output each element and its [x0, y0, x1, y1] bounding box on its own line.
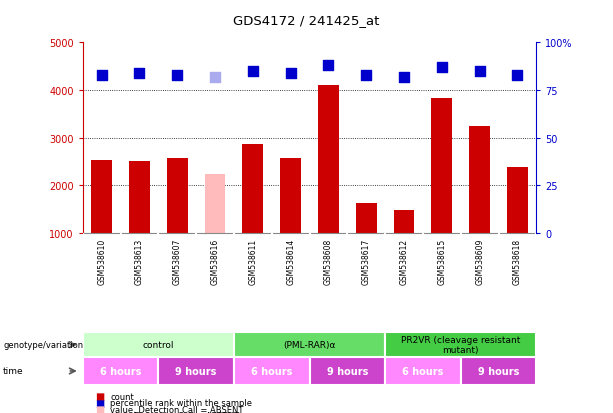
Text: genotype/variation: genotype/variation — [3, 340, 83, 349]
Text: GSM538617: GSM538617 — [362, 238, 371, 285]
Point — [475, 69, 485, 75]
Point — [248, 69, 257, 75]
Bar — [280, 159, 301, 233]
Text: GSM538616: GSM538616 — [210, 238, 219, 285]
Text: GSM538611: GSM538611 — [248, 238, 257, 284]
Bar — [83, 357, 158, 385]
Text: 9 hours: 9 hours — [327, 366, 368, 376]
Point — [361, 72, 371, 79]
Point — [286, 71, 295, 77]
Text: percentile rank within the sample: percentile rank within the sample — [110, 398, 253, 407]
Bar — [318, 86, 339, 233]
Text: PR2VR (cleavage resistant
mutant): PR2VR (cleavage resistant mutant) — [401, 335, 520, 354]
Text: (PML-RAR)α: (PML-RAR)α — [283, 340, 336, 349]
Bar — [470, 127, 490, 233]
Text: 9 hours: 9 hours — [478, 366, 519, 376]
Bar — [129, 161, 150, 233]
Bar — [385, 357, 461, 385]
Text: GSM538615: GSM538615 — [437, 238, 446, 285]
Text: 9 hours: 9 hours — [175, 366, 217, 376]
Point — [134, 71, 145, 77]
Point — [172, 72, 182, 79]
Text: 6 hours: 6 hours — [100, 366, 141, 376]
Bar — [385, 332, 536, 357]
Point — [512, 72, 522, 79]
Point — [399, 74, 409, 81]
Text: time: time — [3, 367, 24, 375]
Text: GSM538608: GSM538608 — [324, 238, 333, 285]
Text: GSM538614: GSM538614 — [286, 238, 295, 285]
Text: GSM538618: GSM538618 — [513, 238, 522, 284]
Point — [437, 65, 447, 71]
Text: ■: ■ — [95, 398, 104, 408]
Bar — [158, 357, 234, 385]
Point — [324, 63, 333, 69]
Bar — [310, 357, 385, 385]
Bar — [243, 145, 263, 233]
Text: GSM538607: GSM538607 — [173, 238, 182, 285]
Text: GSM538613: GSM538613 — [135, 238, 144, 285]
Point — [210, 74, 220, 81]
Bar — [461, 357, 536, 385]
Bar — [205, 175, 226, 233]
Text: ■: ■ — [95, 391, 104, 401]
Point — [97, 72, 107, 79]
Bar — [83, 332, 234, 357]
Bar — [507, 167, 528, 233]
Text: ■: ■ — [95, 411, 104, 413]
Text: GSM538610: GSM538610 — [97, 238, 106, 285]
Text: control: control — [143, 340, 174, 349]
Text: ■: ■ — [95, 404, 104, 413]
Text: value, Detection Call = ABSENT: value, Detection Call = ABSENT — [110, 405, 244, 413]
Bar — [167, 158, 188, 233]
Bar — [234, 357, 310, 385]
Bar — [91, 161, 112, 233]
Text: count: count — [110, 392, 134, 401]
Text: 6 hours: 6 hours — [251, 366, 292, 376]
Text: 6 hours: 6 hours — [402, 366, 444, 376]
Text: GSM538609: GSM538609 — [475, 238, 484, 285]
Text: rank, Detection Call = ABSENT: rank, Detection Call = ABSENT — [110, 411, 240, 413]
Text: GDS4172 / 241425_at: GDS4172 / 241425_at — [234, 14, 379, 27]
Bar — [356, 204, 376, 233]
Bar — [394, 211, 414, 233]
Text: GSM538612: GSM538612 — [400, 238, 409, 284]
Bar — [234, 332, 385, 357]
Bar — [432, 98, 452, 233]
